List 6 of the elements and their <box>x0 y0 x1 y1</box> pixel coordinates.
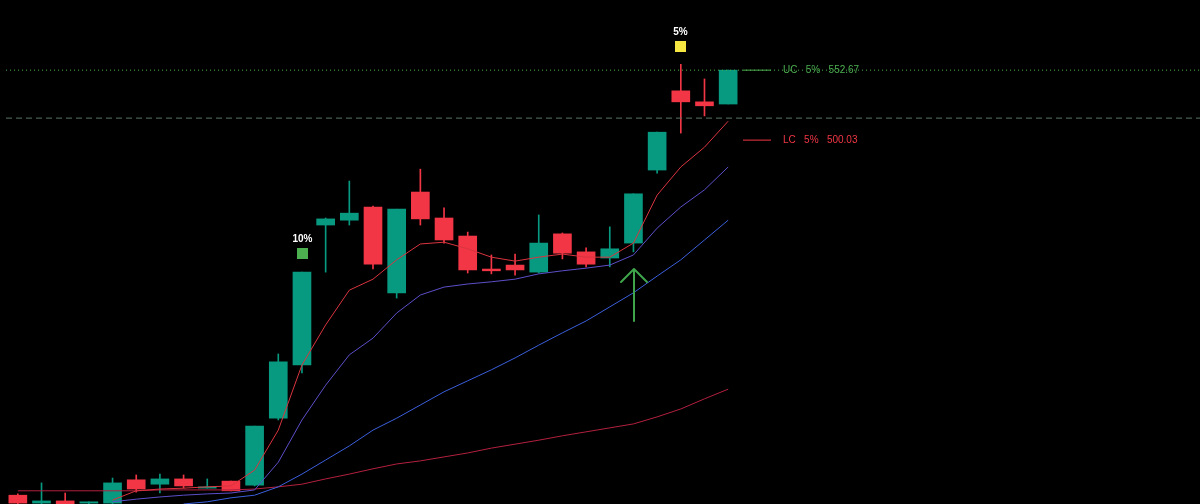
candlestick <box>671 64 691 134</box>
annotation: 10% <box>292 232 313 244</box>
ref-line-label: LC 5% 500.03 <box>783 133 858 145</box>
ref-line-label: UC 5% 552.67 <box>783 63 860 75</box>
text: 5% <box>673 25 688 37</box>
candlestick <box>339 180 359 226</box>
